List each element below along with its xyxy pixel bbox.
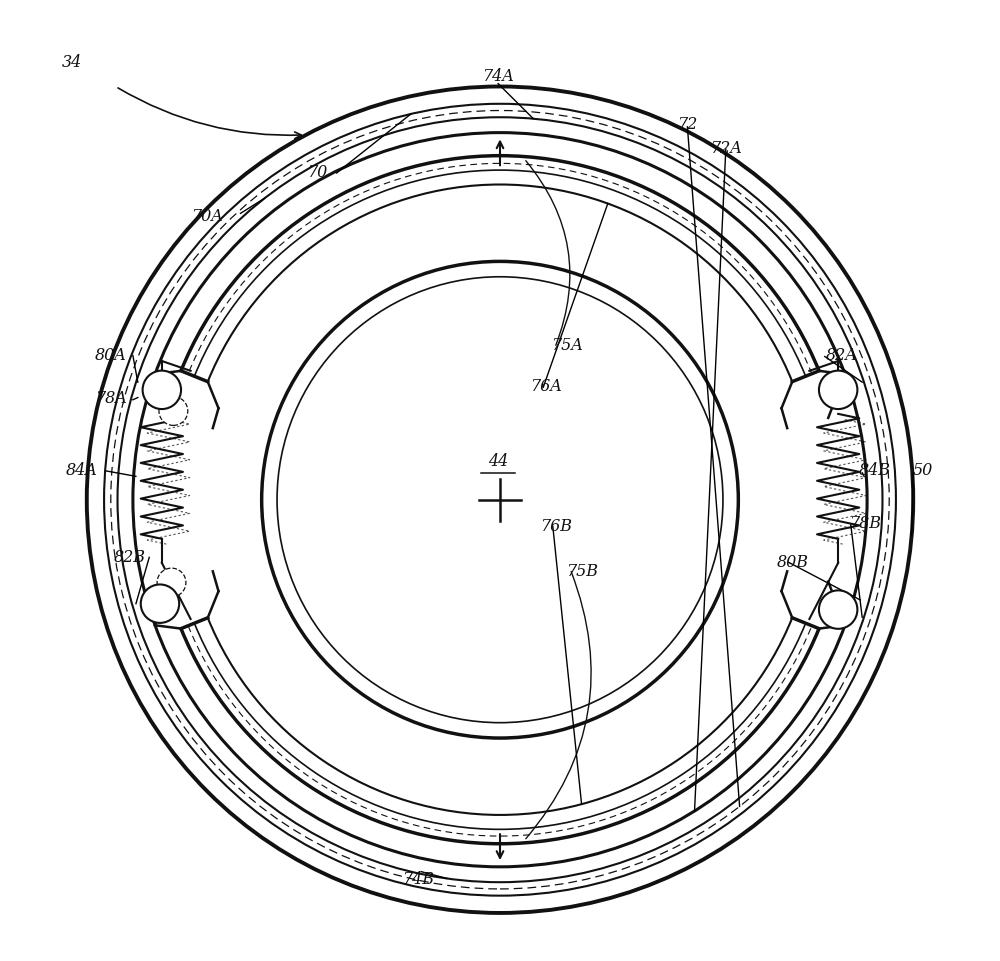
Text: 75B: 75B (566, 563, 598, 580)
Text: 82A: 82A (825, 347, 857, 364)
Text: 74A: 74A (482, 68, 514, 86)
Circle shape (819, 371, 857, 409)
Text: 70A: 70A (191, 208, 223, 225)
Text: 76B: 76B (540, 518, 572, 535)
Text: 70: 70 (307, 164, 328, 182)
Text: 44: 44 (488, 453, 508, 470)
Circle shape (157, 568, 186, 597)
Circle shape (819, 590, 857, 628)
Text: 50: 50 (913, 462, 933, 480)
Circle shape (141, 584, 179, 623)
Text: 80A: 80A (95, 347, 127, 364)
Text: 76A: 76A (530, 378, 562, 395)
Text: 78B: 78B (849, 515, 881, 532)
Text: 78A: 78A (95, 390, 127, 407)
Text: 84A: 84A (66, 462, 98, 480)
Text: 80B: 80B (777, 554, 809, 571)
Text: 82B: 82B (114, 549, 146, 566)
Circle shape (159, 397, 188, 426)
Text: 72A: 72A (710, 140, 742, 158)
Text: 84B: 84B (859, 462, 891, 480)
Text: 74B: 74B (402, 871, 434, 888)
Text: 75A: 75A (551, 337, 583, 355)
Text: 34: 34 (62, 54, 82, 71)
Circle shape (143, 371, 181, 409)
Text: 72: 72 (677, 116, 698, 134)
